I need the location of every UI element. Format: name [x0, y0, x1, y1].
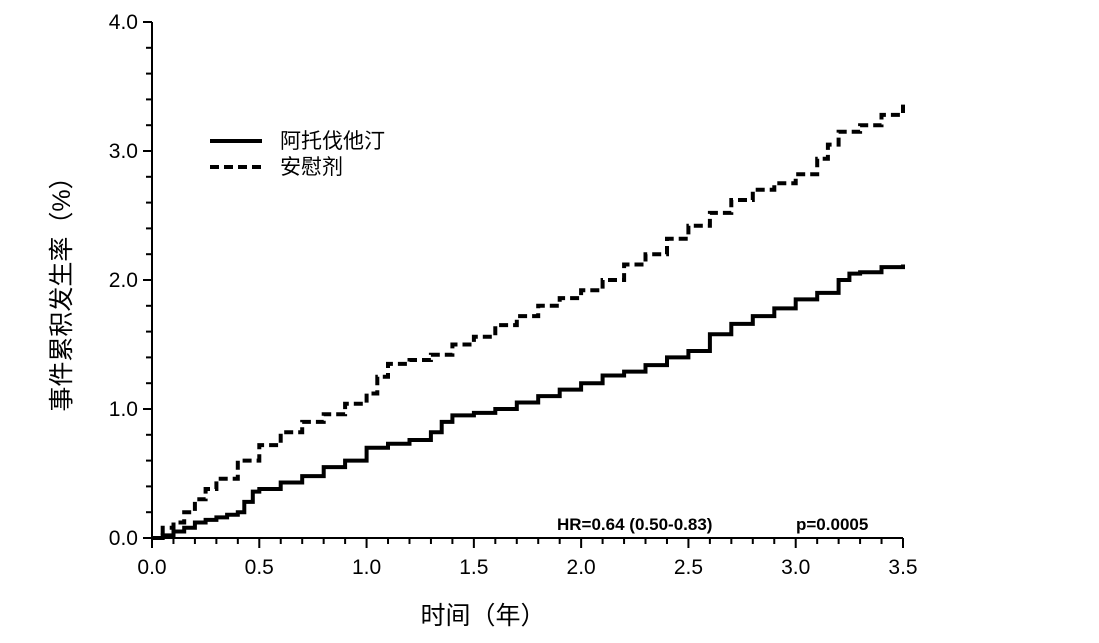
- series-line-1: [152, 264, 905, 540]
- y-tick-label: 4.0: [109, 11, 138, 34]
- x-tick-label: 2.5: [674, 556, 703, 579]
- legend-label-1: 阿托伐他汀: [280, 130, 385, 153]
- x-tick-label: 0.0: [137, 556, 166, 579]
- x-tick-label: 0.5: [245, 556, 274, 579]
- x-tick-label: 2.0: [567, 556, 596, 579]
- ticks: 0.0 1.0 2.0 3.0 4.0 0.0 0.5 1.0 1.5 2.0 2.5 3.0 3.5: [109, 11, 918, 579]
- p-value-annotation: p=0.0005: [796, 515, 868, 534]
- x-tick-label: 1.5: [459, 556, 488, 579]
- y-axis-label: 事件累积发生率（%）: [48, 164, 76, 411]
- series-lines: [152, 104, 905, 540]
- axes: [151, 22, 903, 539]
- y-tick-label: 2.0: [109, 269, 138, 292]
- legend-label-2: 安慰剂: [280, 156, 343, 179]
- y-tick-label: 1.0: [109, 398, 138, 421]
- series-line-2: [152, 104, 905, 540]
- y-tick-label: 3.0: [109, 140, 138, 163]
- y-tick-label: 0.0: [109, 527, 138, 550]
- hr-annotation: HR=0.64 (0.50-0.83): [557, 515, 712, 534]
- x-axis-label: 时间（年）: [420, 602, 545, 630]
- x-tick-label: 3.5: [888, 556, 917, 579]
- x-tick-label: 3.0: [781, 556, 810, 579]
- x-tick-label: 1.0: [352, 556, 381, 579]
